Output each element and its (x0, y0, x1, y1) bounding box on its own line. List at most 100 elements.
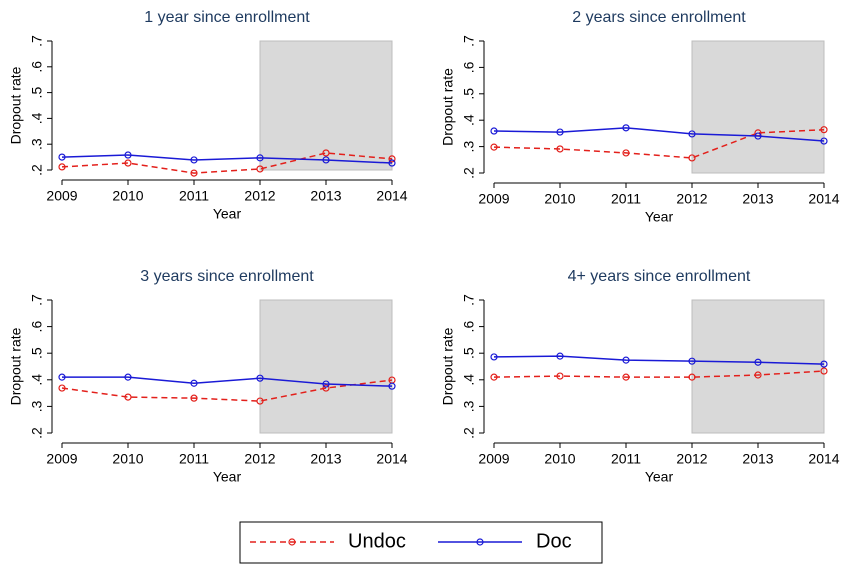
point (256, 154, 264, 162)
y-tick-label: .3 (461, 400, 477, 412)
y-tick-label: .5 (29, 87, 45, 99)
x-tick-label: 2010 (544, 191, 575, 207)
x-axis-label: Year (645, 209, 674, 225)
point (820, 360, 828, 368)
series-line (61, 152, 393, 174)
x-tick-label: 2013 (742, 191, 773, 207)
point (322, 380, 330, 388)
x-tick-label: 2010 (112, 188, 143, 204)
y-tick-label: .3 (29, 138, 45, 150)
x-tick-label: 2014 (808, 451, 839, 467)
point (622, 356, 630, 364)
point (556, 372, 564, 380)
x-tick-label: 2009 (478, 191, 509, 207)
point (688, 373, 696, 381)
x-tick-label: 2013 (742, 451, 773, 467)
point (556, 145, 564, 153)
point (622, 373, 630, 381)
point (124, 159, 132, 167)
point (490, 373, 498, 381)
y-tick-label: .6 (29, 321, 45, 333)
chart-title: 3 years since enrollment (140, 268, 314, 285)
x-tick-label: 2009 (46, 188, 77, 204)
point (190, 156, 198, 164)
x-tick-label: 2009 (478, 451, 509, 467)
point (322, 384, 330, 392)
x-axis-label: Year (645, 469, 674, 485)
legend-label: Undoc (348, 530, 406, 552)
y-tick-label: .4 (29, 112, 45, 124)
y-tick-label: .6 (461, 321, 477, 333)
y-axis-label: Dropout rate (440, 68, 456, 146)
point (490, 127, 498, 135)
series-line (493, 370, 825, 378)
x-tick-label: 2009 (46, 451, 77, 467)
x-tick-label: 2011 (611, 191, 641, 207)
x-tick-label: 2011 (611, 451, 641, 467)
x-tick-label: 2012 (244, 188, 275, 204)
point (256, 374, 264, 382)
point (190, 394, 198, 402)
point (58, 153, 66, 161)
shaded-region (259, 299, 393, 434)
y-axis-label: Dropout rate (8, 66, 24, 144)
y-tick-label: .4 (461, 114, 477, 126)
point (688, 357, 696, 365)
y-axis-label: Dropout rate (8, 327, 24, 405)
x-tick-label: 2010 (112, 451, 143, 467)
y-tick-label: .7 (461, 294, 477, 306)
y-tick-label: .7 (29, 294, 45, 306)
y-tick-label: .2 (29, 427, 45, 439)
series-line (61, 379, 393, 402)
point (688, 130, 696, 138)
point (820, 126, 828, 134)
chart-title: 1 year since enrollment (144, 9, 310, 26)
point (124, 373, 132, 381)
point (58, 384, 66, 392)
point (490, 353, 498, 361)
y-tick-label: .7 (29, 35, 45, 47)
point (820, 137, 828, 145)
y-tick-label: .2 (461, 167, 477, 179)
x-axis-label: Year (213, 469, 242, 485)
point (190, 379, 198, 387)
y-axis-label: Dropout rate (440, 327, 456, 405)
shaded-region (691, 40, 825, 174)
y-tick-label: .7 (461, 35, 477, 47)
series-line (493, 355, 825, 365)
point (754, 371, 762, 379)
series-line (61, 154, 393, 164)
point (556, 128, 564, 136)
chart-title: 4+ years since enrollment (568, 268, 751, 285)
y-tick-label: .2 (461, 427, 477, 439)
point (256, 397, 264, 405)
legend-label: Doc (536, 530, 572, 552)
point (688, 154, 696, 162)
x-tick-label: 2012 (676, 451, 707, 467)
point (124, 393, 132, 401)
point (754, 358, 762, 366)
point (388, 159, 396, 167)
x-tick-label: 2010 (544, 451, 575, 467)
y-tick-label: .2 (29, 164, 45, 176)
x-tick-label: 2011 (179, 451, 209, 467)
y-tick-label: .5 (29, 347, 45, 359)
y-tick-label: .3 (461, 141, 477, 153)
point (388, 155, 396, 163)
point (58, 373, 66, 381)
point (754, 132, 762, 140)
point (490, 143, 498, 151)
series-line (62, 376, 393, 387)
x-tick-label: 2013 (310, 188, 341, 204)
x-tick-label: 2012 (244, 451, 275, 467)
point (622, 124, 630, 132)
point (622, 149, 630, 157)
series-line (493, 128, 825, 159)
y-tick-label: .4 (29, 374, 45, 386)
y-tick-label: .3 (29, 400, 45, 412)
x-tick-label: 2012 (676, 191, 707, 207)
x-axis-label: Year (213, 206, 242, 222)
point (388, 382, 396, 390)
point (58, 163, 66, 171)
